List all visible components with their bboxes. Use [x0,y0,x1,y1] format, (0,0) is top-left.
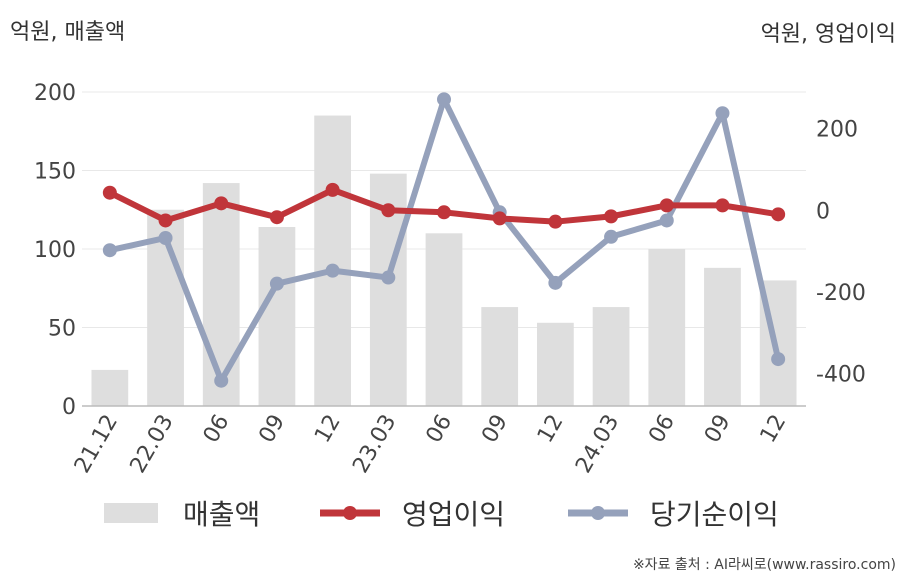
revenue-bar [481,307,519,406]
net-income-point [381,270,396,285]
net-income-point [214,373,229,388]
net-income-point [102,243,117,258]
net-income-point [771,352,786,367]
right-tick-label: 200 [816,118,858,143]
x-tick-label: 24.03 [571,411,624,478]
right-axis-unit-label: 억원, 영업이익 [760,22,896,47]
legend-marker-net-income [591,506,605,520]
operating-profit-point [381,203,396,218]
legend-swatch-revenue [104,503,158,523]
operating-profit-point [269,210,284,225]
legend-label-net-income: 당기순이익 [650,498,779,531]
revenue-bar [425,233,463,406]
revenue-bar [258,227,296,406]
net-income-point [325,263,340,278]
x-tick-label: 06 [199,411,235,448]
x-tick-label: 06 [644,411,680,448]
left-tick-label: 200 [34,81,76,106]
operating-profit-point [492,211,507,226]
source-note: ※자료 출처 : AI라씨로(www.rassiro.com) [632,557,896,573]
revenue-bar [314,115,351,407]
left-tick-label: 0 [62,395,76,420]
net-income-point [715,106,730,121]
right-tick-label: 0 [816,199,830,224]
operating-profit-point [325,182,340,197]
revenue-bar [592,307,630,406]
legend-label-operating-profit: 영업이익 [402,498,505,531]
revenue-bar [537,322,574,406]
x-tick-label: 09 [254,411,290,448]
operating-profit-point [659,198,674,213]
legend: 매출액 영업이익 당기순이익 [104,498,779,531]
x-tick-label: 12 [756,411,792,448]
revenue-bar [202,183,240,406]
operating-profit-point [102,185,117,200]
net-income-point [604,229,619,244]
revenue-bar [91,369,129,406]
operating-profit-point [715,198,730,213]
net-income-point [548,275,563,290]
x-tick-label: 09 [477,411,513,448]
legend-marker-operating-profit [343,506,357,520]
operating-profit-point [771,207,786,222]
operating-profit-point [548,214,563,229]
operating-profit-point [158,213,173,228]
revenue-bar [648,249,686,406]
x-tick-label: 23.03 [348,411,401,478]
x-tick-label: 22.03 [126,411,179,478]
left-tick-label: 50 [48,317,76,342]
revenue-bar [704,267,741,406]
left-tick-label: 150 [34,160,76,185]
x-tick-label: 21.12 [70,411,123,478]
x-tick-label: 09 [700,411,736,448]
x-tick-label: 12 [310,411,346,448]
net-income-point [269,276,284,291]
legend-label-revenue: 매출액 [183,498,260,531]
operating-profit-point [604,209,619,224]
left-tick-label: 100 [34,238,76,263]
operating-profit-point [214,196,229,211]
x-tick-label: 12 [533,411,569,448]
revenue-bars [91,115,797,407]
right-tick-label: -400 [816,362,866,387]
net-income-point [437,92,451,107]
x-tick-label: 06 [422,411,458,448]
net-income-point [659,213,674,228]
line-series [102,92,786,388]
left-axis-unit-label: 억원, 매출액 [10,20,126,45]
net-income-point [158,230,173,245]
operating-profit-point [437,205,451,220]
right-tick-label: -200 [816,281,866,306]
